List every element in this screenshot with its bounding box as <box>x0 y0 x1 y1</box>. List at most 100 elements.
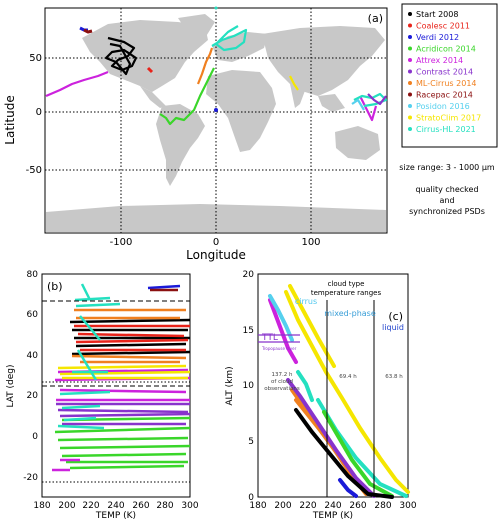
asia-land <box>262 26 385 96</box>
xtick-b-1: 200 <box>58 501 75 511</box>
ytick-b-3: 40 <box>27 351 39 361</box>
legend-marker-3 <box>408 46 412 51</box>
legend-label-3: Acridicon 2014 <box>416 45 476 54</box>
profile-c-contrast <box>286 378 376 498</box>
hours-liquid-text: 63.8 h <box>385 374 403 380</box>
panel-a-tracks <box>45 6 388 126</box>
legend-box <box>401 3 498 148</box>
panel-a-xlabel: Longitude <box>186 248 246 262</box>
ytick-b-1: 0 <box>32 432 38 442</box>
legend-marker-9 <box>408 115 412 120</box>
xtick-c-6: 300 <box>399 501 416 511</box>
legend-marker-4 <box>408 58 412 62</box>
hours-cirrus-text: 137.2 h <box>272 372 293 378</box>
mixed-phase-text: mixed-phase <box>324 309 376 318</box>
legend-marker-7 <box>408 92 412 97</box>
track-racepac-2014 <box>83 28 93 34</box>
track-start-2008 <box>104 36 138 76</box>
panel-b-reflines <box>42 300 190 483</box>
profile-c-acridicon <box>322 410 394 498</box>
se-asia-land <box>318 94 345 112</box>
track-attrex-2014-b <box>359 95 378 122</box>
legend: Start 2008 Coalesc 2011 Verdi 2012 Acridico… <box>401 3 498 148</box>
ytick-b-4: 60 <box>27 310 39 320</box>
panel-c: (c) cloud type temperature ranges cirrus… <box>225 270 417 521</box>
band-b-acridicon <box>54 416 191 470</box>
panel-a-ticks: -100 0 100 -50 0 50 <box>26 53 321 248</box>
of-cloud-text: of cloud <box>271 379 293 385</box>
and-text: and <box>439 196 454 205</box>
panel-c-annotations: cloud type temperature ranges cirrus mix… <box>261 280 404 392</box>
synchronized-psds-text: synchronized PSDs <box>409 207 485 216</box>
australia-land <box>335 126 380 160</box>
liquid-text: liquid <box>382 323 404 332</box>
observations-text: observations <box>264 386 300 392</box>
legend-items: Start 2008 Coalesc 2011 Verdi 2012 Acridico… <box>408 10 481 134</box>
band-b-start <box>69 318 191 356</box>
track-attrex-2014 <box>45 70 109 98</box>
ytick-c-0: 0 <box>248 493 254 503</box>
panel-a: (a) -100 0 100 -50 0 50 Longitude Latitu… <box>3 6 388 262</box>
track-ml-cirrus-2014 <box>196 47 214 85</box>
ytick-a-1: 0 <box>36 107 42 118</box>
cirrus-text: cirrus <box>295 297 317 306</box>
panel-b-label: (b) <box>47 280 63 293</box>
band-b-verdi <box>147 284 181 290</box>
panel-c-ticks: 180 200 220 240 260 280 300 0 5 10 15 20 <box>243 270 417 511</box>
xtick-c-2: 220 <box>299 501 316 511</box>
ytick-a-2: 50 <box>29 53 42 64</box>
panel-b-ylabel: LAT (deg) <box>6 364 16 407</box>
central-america-land <box>140 86 166 108</box>
track-contrast-2014 <box>367 93 387 106</box>
panel-a-ylabel: Latitude <box>3 95 17 144</box>
ytick-a-0: -50 <box>26 165 42 176</box>
xtick-a-0: -100 <box>110 237 133 248</box>
south-america-land <box>156 104 205 186</box>
point-verdi-2012-b <box>214 6 218 10</box>
panel-c-label: (c) <box>388 310 403 323</box>
legend-marker-5 <box>408 69 412 74</box>
legend-label-6: ML-Cirrus 2014 <box>416 79 477 88</box>
panel-b-xlabel: TEMP (K) <box>95 511 136 521</box>
legend-marker-8 <box>408 104 412 108</box>
legend-marker-10 <box>408 127 412 131</box>
panel-a-label: (a) <box>368 12 383 25</box>
xtick-c-4: 260 <box>349 501 366 511</box>
profile-c-cirrus-hl-b <box>296 370 314 402</box>
xtick-b-3: 240 <box>107 501 124 511</box>
legend-label-2: Verdi 2012 <box>416 33 459 42</box>
profile-c-stratoclim <box>284 290 410 494</box>
xtick-b-2: 220 <box>82 501 99 511</box>
legend-marker-1 <box>408 23 412 28</box>
ytick-c-2: 10 <box>243 381 255 391</box>
panel-a-gridlines <box>45 8 387 233</box>
band-b-ml-cirrus <box>71 308 187 364</box>
band-b-coalesc <box>74 324 190 352</box>
xtick-c-0: 180 <box>249 501 266 511</box>
band-b-contrast <box>56 402 191 426</box>
ytick-c-3: 15 <box>243 326 254 336</box>
north-america-land <box>82 20 208 92</box>
point-verdi-2012 <box>214 108 218 112</box>
temperature-ranges-text: temperature ranges <box>311 289 382 297</box>
india-land <box>290 84 306 108</box>
xtick-b-0: 180 <box>33 501 50 511</box>
xtick-a-1: 0 <box>213 237 219 248</box>
track-cirrus-hl-2021 <box>211 25 248 52</box>
ttl-text: TTL <box>261 333 278 343</box>
legend-label-7: Racepac 2014 <box>416 91 473 100</box>
xtick-b-6: 300 <box>181 501 198 511</box>
legend-label-10: Cirrus-HL 2021 <box>416 125 476 134</box>
xtick-a-2: 100 <box>301 237 320 248</box>
track-stratoclim-2017 <box>289 75 299 91</box>
track-coalesc-2011 <box>146 66 154 74</box>
size-range-text: size range: 3 - 1000 μm <box>399 163 495 172</box>
xtick-c-3: 240 <box>324 501 341 511</box>
profile-c-attrex <box>268 298 298 364</box>
profile-c-blue <box>338 478 358 498</box>
xtick-c-5: 280 <box>374 501 391 511</box>
band-b-stratoclim <box>57 364 191 380</box>
panel-c-reflines <box>258 300 375 497</box>
track-acridicon-2014 <box>159 67 215 126</box>
